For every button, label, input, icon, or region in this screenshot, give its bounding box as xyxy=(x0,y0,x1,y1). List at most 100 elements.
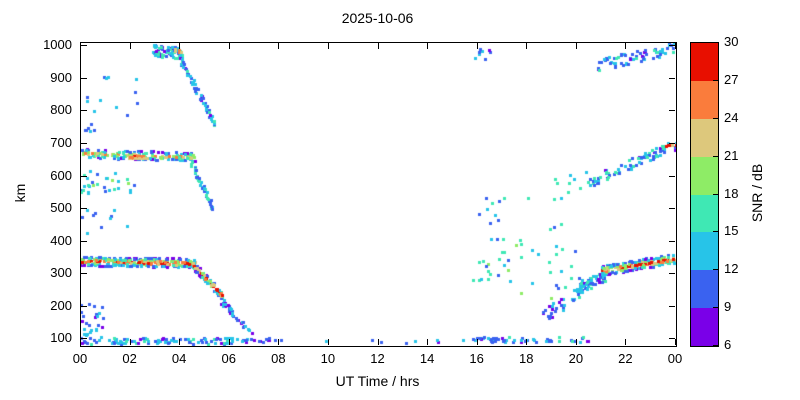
tick-mark xyxy=(81,338,87,340)
tick-mark xyxy=(575,339,577,345)
colorbar-tick-label: 18 xyxy=(724,185,739,201)
colorbar-band xyxy=(691,232,718,271)
tick-mark xyxy=(675,43,676,49)
tick-mark xyxy=(81,45,87,47)
colorbar-tick-label: 24 xyxy=(724,109,739,125)
y-tick-label: 600 xyxy=(50,167,72,183)
tick-mark xyxy=(377,43,379,49)
y-tick-label: 200 xyxy=(50,297,72,313)
tick-mark xyxy=(81,110,87,112)
y-tick-label: 800 xyxy=(50,102,72,118)
colorbar-tick-label: 9 xyxy=(724,299,732,315)
colorbar-band xyxy=(691,194,718,233)
tick-mark xyxy=(476,43,478,49)
tick-mark xyxy=(713,345,718,346)
plot-area xyxy=(80,42,677,347)
y-tick-label: 500 xyxy=(50,200,72,216)
colorbar-band xyxy=(691,118,718,157)
colorbar-band xyxy=(691,80,718,119)
tick-mark xyxy=(179,43,181,49)
colorbar-label: SNR / dB xyxy=(749,163,765,223)
tick-mark xyxy=(669,77,675,79)
plot-title: 2025-10-06 xyxy=(341,10,414,26)
x-tick-label: 00 xyxy=(72,351,88,366)
tick-mark xyxy=(675,339,676,345)
colorbar-tick-label: 12 xyxy=(724,261,739,277)
tick-mark xyxy=(427,43,429,49)
tick-mark xyxy=(713,269,718,271)
tick-mark xyxy=(80,339,81,345)
tick-mark xyxy=(669,305,675,307)
tick-mark xyxy=(713,117,718,119)
colorbar-band xyxy=(691,270,718,309)
y-tick-label: 700 xyxy=(50,135,72,150)
tick-mark xyxy=(669,208,675,210)
tick-mark xyxy=(129,43,131,49)
tick-mark xyxy=(625,339,627,345)
tick-mark xyxy=(713,307,718,309)
y-tick-label: 900 xyxy=(50,69,72,85)
colorbar-tick-label: 6 xyxy=(724,337,732,352)
tick-mark xyxy=(81,240,87,242)
tick-mark xyxy=(713,193,718,195)
colorbar-band xyxy=(691,156,718,195)
x-tick-label: 18 xyxy=(519,351,534,366)
y-tick-label: 1000 xyxy=(43,37,72,53)
x-tick-label: 20 xyxy=(568,351,584,366)
tick-mark xyxy=(669,273,675,275)
tick-mark xyxy=(81,175,87,177)
colorbar-tick-label: 27 xyxy=(724,71,739,87)
tick-mark xyxy=(526,43,528,49)
tick-mark xyxy=(81,77,87,79)
colorbar-band xyxy=(691,43,718,81)
scatter-canvas xyxy=(81,43,676,346)
y-tick-label: 400 xyxy=(50,232,72,248)
tick-mark xyxy=(713,42,718,43)
x-tick-label: 14 xyxy=(419,351,435,366)
tick-mark xyxy=(669,110,675,112)
x-axis-label: UT Time / hrs xyxy=(335,373,420,389)
tick-mark xyxy=(669,338,675,340)
colorbar-band xyxy=(691,308,718,346)
colorbar-tick-label: 15 xyxy=(724,223,739,239)
tick-mark xyxy=(669,175,675,177)
tick-mark xyxy=(327,339,329,345)
x-tick-label: 16 xyxy=(469,351,484,366)
colorbar-tick-label: 30 xyxy=(724,34,739,49)
tick-mark xyxy=(81,208,87,210)
tick-mark xyxy=(526,339,528,345)
x-tick-label: 12 xyxy=(370,351,385,366)
x-tick-label: 00 xyxy=(667,351,683,366)
tick-mark xyxy=(179,339,181,345)
tick-mark xyxy=(713,79,718,81)
tick-mark xyxy=(228,339,230,345)
y-tick-label: 300 xyxy=(50,265,72,281)
tick-mark xyxy=(669,143,675,144)
colorbar xyxy=(690,42,719,347)
tick-mark xyxy=(80,43,81,49)
tick-mark xyxy=(625,43,627,49)
colorbar-tick-label: 21 xyxy=(724,147,739,163)
x-tick-label: 02 xyxy=(122,351,137,366)
tick-mark xyxy=(278,339,280,345)
tick-mark xyxy=(377,339,379,345)
tick-mark xyxy=(476,339,478,345)
tick-mark xyxy=(427,339,429,345)
tick-mark xyxy=(81,143,87,144)
tick-mark xyxy=(713,231,718,233)
x-tick-label: 22 xyxy=(618,351,633,366)
tick-mark xyxy=(81,305,87,307)
tick-mark xyxy=(228,43,230,49)
tick-mark xyxy=(129,339,131,345)
tick-mark xyxy=(669,240,675,242)
y-tick-label: 100 xyxy=(50,330,72,346)
tick-mark xyxy=(327,43,329,49)
tick-mark xyxy=(713,155,718,157)
tick-mark xyxy=(575,43,577,49)
x-tick-label: 06 xyxy=(221,351,236,366)
x-tick-label: 10 xyxy=(320,351,336,366)
x-tick-label: 08 xyxy=(271,351,286,366)
tick-mark xyxy=(81,273,87,275)
y-axis-label: km xyxy=(12,183,28,203)
